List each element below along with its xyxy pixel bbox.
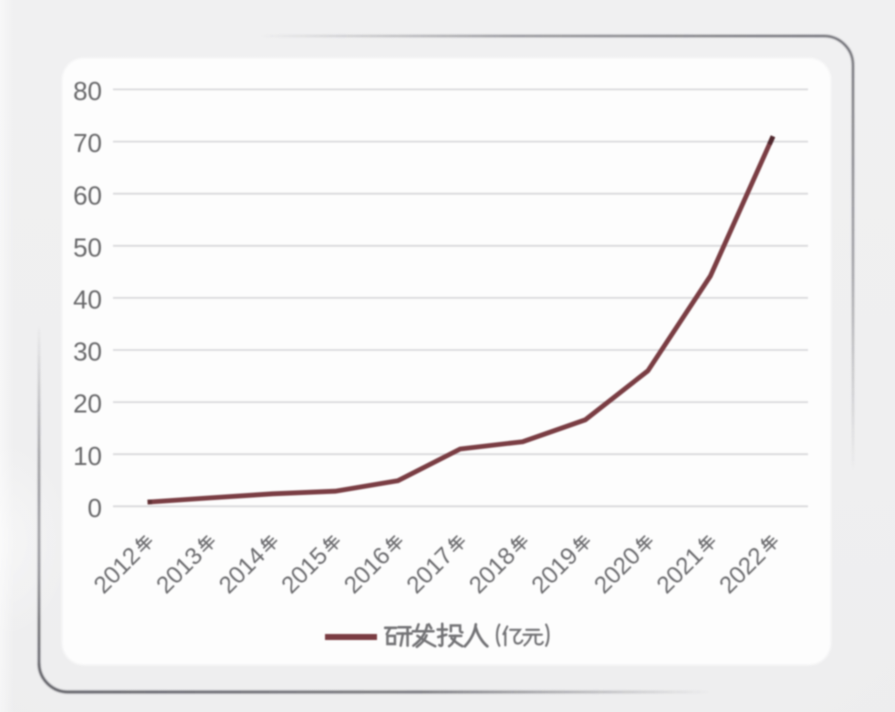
svg-text:60: 60 [73, 180, 102, 210]
svg-text:70: 70 [73, 128, 102, 158]
svg-text:50: 50 [73, 232, 102, 262]
svg-text:20: 20 [73, 389, 102, 419]
svg-text:40: 40 [73, 285, 102, 315]
svg-text:30: 30 [73, 337, 102, 367]
svg-text:10: 10 [73, 441, 102, 471]
svg-text:80: 80 [73, 76, 102, 106]
svg-text:0: 0 [88, 493, 102, 523]
